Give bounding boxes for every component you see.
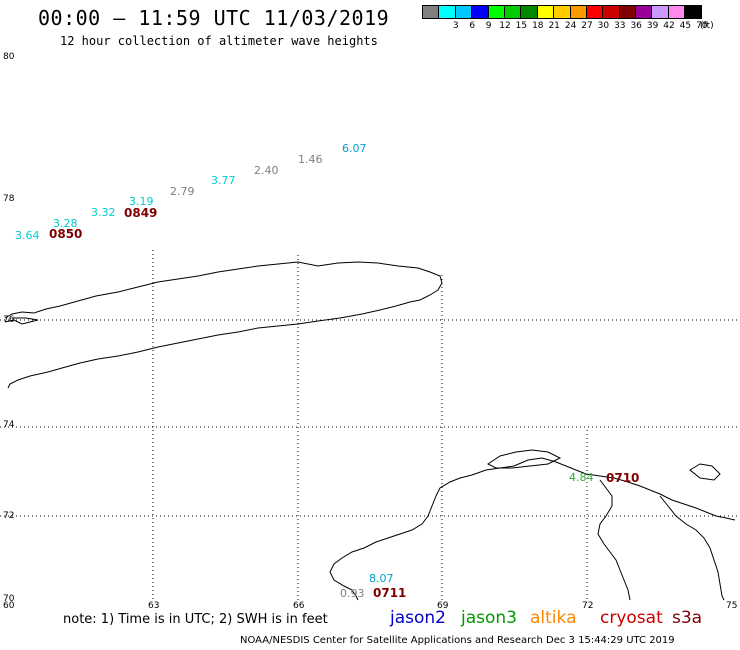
lat-label-70: 70 (3, 594, 15, 604)
colorbar-label: 33 (614, 21, 626, 31)
lon-label-66: 66 (293, 601, 305, 611)
colorbar-label: 15 (515, 21, 528, 31)
lon-label-63: 63 (148, 601, 160, 611)
swh-label: 6.07 (342, 142, 367, 155)
graticule (0, 250, 740, 600)
colorbar-label: 39 (646, 21, 659, 31)
yamal-coast-west (329, 474, 473, 601)
swh-label: 0.93 (340, 587, 365, 600)
novaya-zemlya-inlet (4, 317, 39, 325)
colorbar-label: 24 (564, 21, 577, 31)
colorbar-label: 6 (469, 21, 476, 31)
colorbar-label: 18 (532, 21, 544, 31)
colorbar-label: 30 (597, 21, 610, 31)
pass-time-label: 0710 (606, 471, 640, 485)
swh-label: 2.40 (254, 164, 279, 177)
credit-line: NOAA/NESDIS Center for Satellite Applica… (240, 635, 675, 646)
novaya-zemlya-coast (4, 261, 443, 389)
lon-label-75: 75 (726, 601, 738, 611)
swh-label: 3.77 (211, 174, 236, 187)
footer-note: note: 1) Time is in UTC; 2) SWH is in fe… (63, 612, 328, 627)
colorbar-label: 12 (499, 21, 511, 31)
lat-label-72: 72 (3, 511, 15, 521)
page-title: 00:00 — 11:59 UTC 11/03/2019 (38, 6, 390, 30)
swh-label: 2.79 (170, 185, 195, 198)
yamal-coast-north (471, 457, 736, 521)
lat-label-78: 78 (3, 194, 15, 204)
colorbar-label: 27 (581, 21, 593, 31)
swh-label: 3.28 (53, 217, 78, 230)
swh-label: 4.84 (569, 471, 594, 484)
gulf-of-ob-east (597, 479, 631, 601)
colorbar-label: 3 (452, 21, 459, 31)
legend-altika: altika (530, 608, 577, 628)
pass-time-label: 0711 (373, 586, 407, 600)
colorbar-label: 42 (663, 21, 675, 31)
lat-label-74: 74 (3, 420, 15, 430)
colorbar-swatch (684, 5, 702, 19)
island-belyy (487, 449, 562, 469)
swh-label: 3.19 (129, 195, 154, 208)
colorbar-label: 45 (679, 21, 692, 31)
lon-label-60: 60 (3, 601, 15, 611)
legend-jason3: jason3 (461, 608, 517, 628)
legend-jason2: jason2 (390, 608, 446, 628)
swh-label: 3.32 (91, 206, 116, 219)
colorbar-label: 9 (485, 21, 492, 31)
colorbar-labels: 3 6 9 12 15 18 21 24 27 30 33 36 39 42 45 70 (ft) (422, 21, 740, 33)
page-subtitle: 12 hour collection of altimeter wave hei… (60, 34, 378, 48)
swh-label: 3.64 (15, 229, 40, 242)
colorbar (422, 5, 702, 19)
colorbar-label: 21 (548, 21, 560, 31)
island-small-east (689, 463, 721, 481)
legend-cryosat: cryosat (600, 608, 663, 628)
gydan-coast (659, 495, 725, 601)
legend-s3a: s3a (672, 608, 703, 628)
colorbar-label: 70 (696, 21, 708, 31)
lon-label-72: 72 (582, 601, 594, 611)
colorbar-label: 36 (630, 21, 642, 31)
lat-label-80: 80 (3, 52, 15, 62)
lat-label-76: 76 (3, 315, 15, 325)
pass-time-label: 0850 (49, 227, 83, 241)
swh-label: 8.07 (369, 572, 394, 585)
lon-label-69: 69 (437, 601, 449, 611)
pass-time-label: 0849 (124, 206, 158, 220)
swh-label: 1.46 (298, 153, 323, 166)
colorbar-unit: (ft) (700, 21, 714, 31)
coastlines (4, 261, 736, 601)
